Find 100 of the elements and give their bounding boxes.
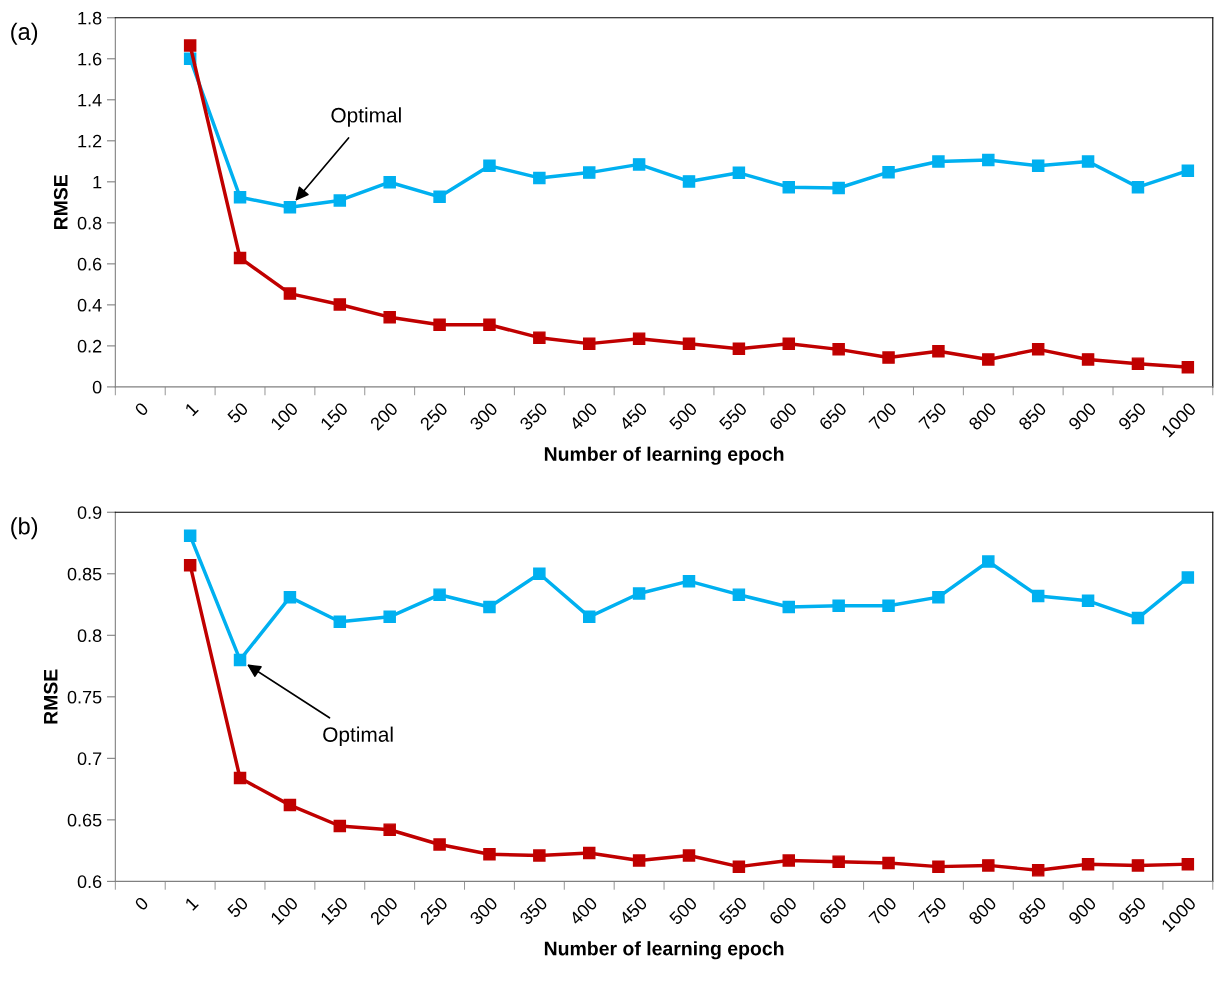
point bbox=[682, 337, 696, 351]
point bbox=[1081, 594, 1095, 608]
point bbox=[832, 855, 845, 868]
point bbox=[1031, 159, 1045, 173]
point bbox=[333, 819, 347, 833]
x-tick-label: 300 bbox=[468, 896, 499, 926]
point bbox=[832, 599, 845, 613]
y-tick-label: 0.6 bbox=[77, 875, 102, 889]
point bbox=[1081, 155, 1095, 168]
point bbox=[732, 342, 746, 356]
point bbox=[183, 529, 197, 542]
point bbox=[383, 310, 396, 324]
point bbox=[483, 848, 496, 861]
point bbox=[383, 175, 396, 189]
point bbox=[632, 332, 646, 345]
point bbox=[982, 153, 995, 167]
point bbox=[1081, 857, 1095, 871]
x-tick-label: 600 bbox=[768, 401, 798, 431]
point bbox=[982, 555, 995, 568]
point bbox=[932, 155, 945, 168]
x-tick-label: 50 bbox=[226, 896, 249, 919]
x-tick-label: 800 bbox=[967, 896, 998, 926]
point bbox=[1131, 611, 1145, 625]
x-tick-label: 100 bbox=[269, 896, 299, 925]
x-tick-label: 700 bbox=[868, 401, 898, 431]
x-tick-label: 850 bbox=[1017, 401, 1048, 431]
point bbox=[582, 610, 596, 624]
y-tick-label: 0.85 bbox=[67, 567, 102, 581]
point bbox=[882, 599, 895, 613]
y-axis-title: RMSE bbox=[43, 669, 58, 724]
point bbox=[433, 318, 446, 332]
point bbox=[732, 588, 746, 601]
y-tick-label: 0.2 bbox=[77, 339, 102, 353]
point bbox=[782, 600, 796, 614]
point bbox=[533, 331, 546, 344]
point bbox=[932, 860, 945, 873]
point bbox=[882, 351, 895, 364]
point bbox=[533, 171, 546, 185]
y-tick-label: 0.9 bbox=[77, 506, 102, 519]
x-tick-label: 50 bbox=[226, 401, 249, 424]
point bbox=[1031, 589, 1045, 603]
x-tick-label: 950 bbox=[1117, 401, 1147, 431]
x-tick-label: 500 bbox=[668, 401, 698, 431]
point bbox=[682, 175, 696, 188]
x-tick-label: 400 bbox=[568, 401, 599, 432]
x-tick-label: 250 bbox=[419, 401, 449, 431]
point bbox=[1181, 857, 1195, 871]
x-tick-label: 350 bbox=[518, 896, 549, 926]
point bbox=[732, 860, 746, 873]
point bbox=[632, 587, 646, 600]
y-axis-title: RMSE bbox=[53, 175, 68, 230]
x-tick-label: 200 bbox=[369, 401, 399, 431]
x-tick-label: 450 bbox=[618, 401, 648, 432]
point bbox=[183, 39, 197, 52]
x-tick-label: 400 bbox=[568, 896, 599, 926]
x-tick-label: 650 bbox=[818, 896, 848, 926]
point bbox=[782, 180, 796, 194]
y-tick-label: 0.8 bbox=[77, 629, 102, 643]
x-tick-label: 600 bbox=[768, 896, 798, 926]
y-tick-label: 1.4 bbox=[78, 93, 102, 107]
point bbox=[932, 344, 945, 358]
y-tick-label: 0.4 bbox=[77, 298, 102, 312]
point bbox=[1181, 164, 1195, 178]
x-tick-label: 100 bbox=[269, 401, 299, 431]
x-tick-label: 0 bbox=[134, 896, 150, 912]
x-tick-label: 250 bbox=[419, 896, 449, 926]
point bbox=[233, 771, 247, 785]
x-tick-label: 0 bbox=[134, 401, 150, 417]
y-tick-label: 1.2 bbox=[78, 134, 102, 148]
x-tick-label: 150 bbox=[319, 401, 349, 431]
point bbox=[1181, 360, 1195, 374]
x-tick-label: 900 bbox=[1067, 401, 1097, 431]
x-tick-label: 550 bbox=[718, 896, 748, 926]
x-tick-label: 850 bbox=[1017, 896, 1048, 926]
point bbox=[932, 590, 945, 604]
point bbox=[533, 849, 546, 862]
x-tick-label: 300 bbox=[468, 401, 499, 431]
point bbox=[383, 610, 396, 624]
point bbox=[682, 849, 696, 862]
point bbox=[483, 159, 496, 173]
point bbox=[283, 287, 297, 300]
x-tick-label: 650 bbox=[818, 401, 848, 431]
point bbox=[882, 165, 895, 179]
x-tick-label: 1 bbox=[184, 896, 199, 911]
x-tick-label: 500 bbox=[668, 896, 698, 926]
y-tick-label: 1.8 bbox=[78, 11, 102, 25]
x-tick-label: 700 bbox=[868, 896, 898, 926]
point bbox=[233, 653, 247, 667]
x-tick-label: 900 bbox=[1067, 896, 1097, 926]
annotation: Optimal bbox=[323, 726, 393, 747]
y-tick-label: 1 bbox=[93, 175, 102, 189]
point bbox=[782, 337, 796, 351]
point bbox=[882, 856, 895, 870]
x-axis-title: Number of learning epoch bbox=[544, 941, 784, 960]
x-tick-label: 450 bbox=[618, 896, 648, 926]
y-tick-label: 0.75 bbox=[67, 690, 102, 704]
point bbox=[483, 600, 496, 614]
x-axis-title: Number of learning epoch bbox=[544, 446, 784, 465]
point bbox=[1081, 353, 1095, 366]
point bbox=[582, 337, 596, 350]
